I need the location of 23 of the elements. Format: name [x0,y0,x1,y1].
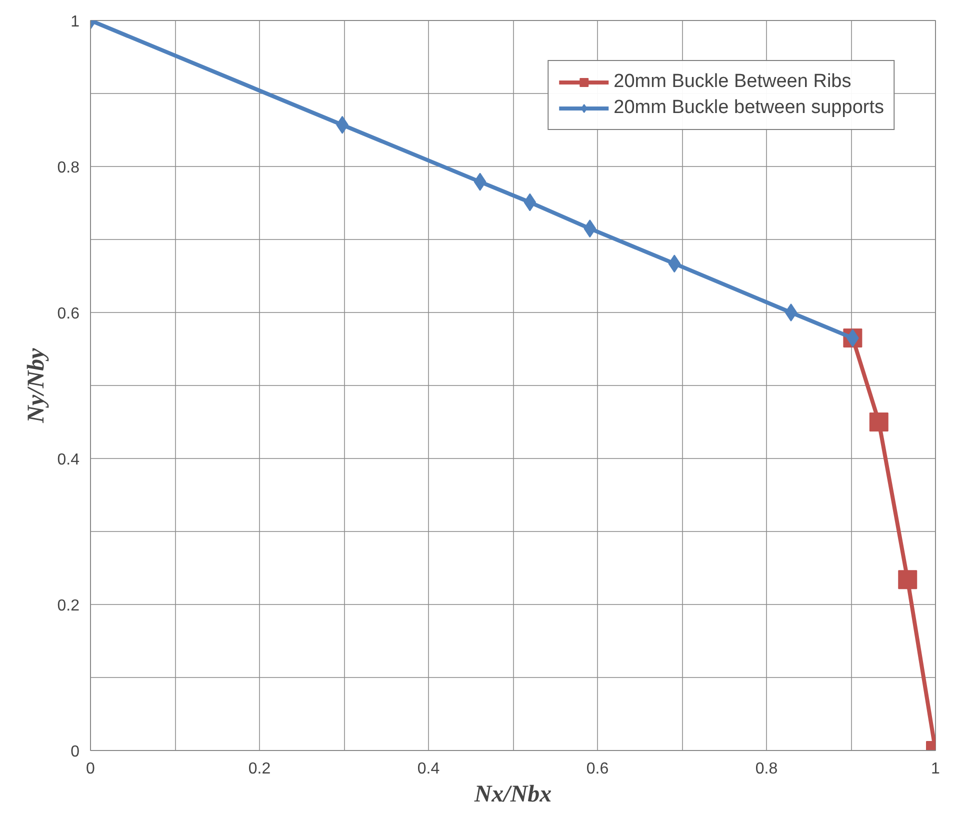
x-tick-label: 0.6 [586,760,609,778]
point [474,172,486,191]
legend-label: 20mm Buckle between supports [614,97,884,119]
y-tick-label: 1 [70,14,80,30]
legend-label: 20mm Buckle Between Ribs [614,71,852,93]
point [869,412,888,432]
x-axis-title: Nx/Nbx [473,782,552,808]
point [584,220,596,238]
y-tick-label: 0.6 [57,306,80,322]
point [668,254,681,273]
x-tick-label: 0.2 [248,760,271,778]
x-tick-label: 0.4 [417,760,440,778]
point [898,570,918,590]
x-tick-label: 1 [931,760,940,778]
y-tick-label: 0.4 [57,452,80,468]
x-tick-label: 0.8 [755,760,778,778]
point [524,193,536,212]
x-tick-label: 0 [86,760,96,778]
y-axis-title: Ny/Nby [23,348,50,424]
y-tick-label: 0.8 [57,160,80,176]
point [784,304,798,322]
y-tick-label: 0.2 [57,598,80,614]
y-tick-label: 0 [70,744,80,760]
